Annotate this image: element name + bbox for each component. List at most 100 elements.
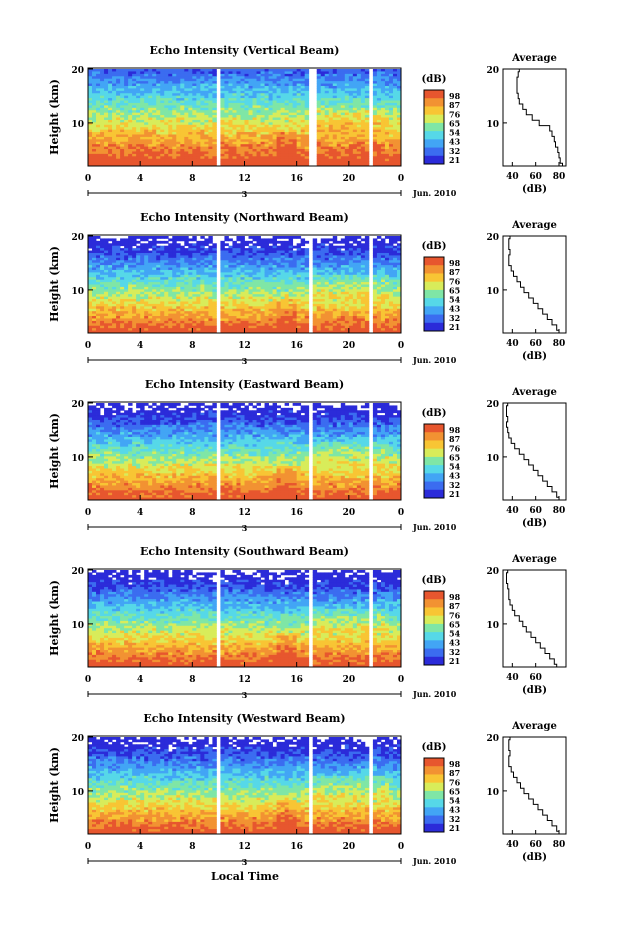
heatmap-cell xyxy=(112,73,117,77)
heatmap-cell xyxy=(100,102,105,106)
heatmap-cell xyxy=(184,129,189,133)
heatmap-cell xyxy=(324,158,330,162)
heatmap-cell xyxy=(248,146,253,150)
heatmap-cell xyxy=(112,146,117,150)
heatmap-cell xyxy=(124,122,129,126)
heatmap-cell xyxy=(240,250,245,254)
heatmap-cell xyxy=(284,112,290,116)
heatmap-cell xyxy=(360,105,366,109)
heatmap-cell xyxy=(264,323,269,327)
heatmap-cell xyxy=(92,117,97,121)
heatmap-cell xyxy=(260,102,265,106)
heatmap-cell xyxy=(364,85,370,89)
heatmap-cell xyxy=(92,90,97,94)
heatmap-cell xyxy=(152,313,157,317)
heatmap-cell xyxy=(192,296,197,300)
heatmap-cell xyxy=(132,110,137,114)
heatmap-cell xyxy=(232,250,237,254)
heatmap-cell xyxy=(96,136,101,140)
heatmap-cell xyxy=(384,144,390,147)
heatmap-cell xyxy=(112,76,117,80)
heatmap-cell xyxy=(164,267,169,271)
heatmap-cell xyxy=(284,134,290,138)
heatmap-cell xyxy=(112,272,117,276)
heatmap-cell xyxy=(268,149,273,152)
heatmap-cell xyxy=(360,146,366,150)
heatmap-cell xyxy=(212,291,217,295)
heatmap-cell xyxy=(240,296,245,300)
heatmap-cell xyxy=(332,156,338,160)
heatmap-cell xyxy=(272,316,277,319)
heatmap-cell xyxy=(356,119,362,123)
heatmap-cell xyxy=(200,267,205,271)
heatmap-cell xyxy=(136,136,141,140)
heatmap-cell xyxy=(272,318,277,322)
heatmap-cell xyxy=(268,81,273,84)
heatmap-cell xyxy=(208,294,213,298)
heatmap-cell xyxy=(340,112,346,116)
heatmap-cell xyxy=(256,73,261,77)
heatmap-cell xyxy=(124,243,129,247)
heatmap-cell xyxy=(224,255,229,259)
heatmap-cell xyxy=(228,95,233,99)
heatmap-cell xyxy=(124,73,129,77)
heatmap-cell xyxy=(276,323,282,327)
heatmap-cell xyxy=(348,153,354,157)
heatmap-cell xyxy=(316,90,322,94)
heatmap-cell xyxy=(168,81,173,84)
heatmap-cell xyxy=(324,78,330,82)
heatmap-cell xyxy=(228,325,233,329)
heatmap-cell xyxy=(240,282,245,285)
heatmap-cell xyxy=(232,262,237,266)
heatmap-cell xyxy=(192,306,197,310)
heatmap-cell xyxy=(136,163,141,167)
heatmap-cell xyxy=(132,144,137,147)
heatmap-cell xyxy=(248,95,253,99)
heatmap-cell xyxy=(124,299,129,302)
heatmap-cell xyxy=(176,127,181,131)
heatmap-cell xyxy=(276,144,282,147)
heatmap-cell xyxy=(116,282,121,285)
heatmap-cell xyxy=(380,156,386,160)
heatmap-cell xyxy=(268,85,273,89)
heatmap-cell xyxy=(96,313,101,317)
heatmap-cell xyxy=(304,81,310,84)
heatmap-cell xyxy=(256,301,261,305)
heatmap-cell xyxy=(228,161,233,164)
heatmap-cell xyxy=(364,90,370,94)
heatmap-cell xyxy=(176,151,181,155)
heatmap-cell xyxy=(288,330,294,334)
heatmap-cell xyxy=(164,122,169,126)
heatmap-cell xyxy=(252,243,257,247)
heatmap-cell xyxy=(196,291,201,295)
heatmap-cell xyxy=(176,156,181,160)
heatmap-cell xyxy=(316,163,322,167)
heatmap-cell xyxy=(108,267,113,271)
heatmap-cell xyxy=(108,279,113,283)
heatmap-cell xyxy=(348,85,354,89)
heatmap-cell xyxy=(348,122,354,126)
heatmap-cell xyxy=(256,299,261,302)
heatmap-cell xyxy=(272,117,277,121)
heatmap-cell xyxy=(360,95,366,99)
heatmap-cell xyxy=(220,252,225,256)
heatmap-cell xyxy=(336,83,342,87)
heatmap-cell xyxy=(304,88,310,92)
heatmap-cell xyxy=(140,262,145,266)
heatmap-cell xyxy=(124,93,129,97)
heatmap-cell xyxy=(236,76,241,80)
heatmap-cell xyxy=(196,136,201,140)
heatmap-cell xyxy=(360,81,366,84)
heatmap-cell xyxy=(192,119,197,123)
heatmap-cell xyxy=(152,291,157,295)
heatmap-cell xyxy=(260,73,265,77)
heatmap-cell xyxy=(328,136,334,140)
heatmap-cell xyxy=(156,115,161,118)
heatmap-cell xyxy=(396,78,402,82)
heatmap-cell xyxy=(176,296,181,300)
heatmap-cell xyxy=(100,105,105,109)
heatmap-cell xyxy=(148,303,153,307)
heatmap-cell xyxy=(128,262,133,266)
heatmap-cell xyxy=(272,156,277,160)
heatmap-cell xyxy=(344,144,350,147)
